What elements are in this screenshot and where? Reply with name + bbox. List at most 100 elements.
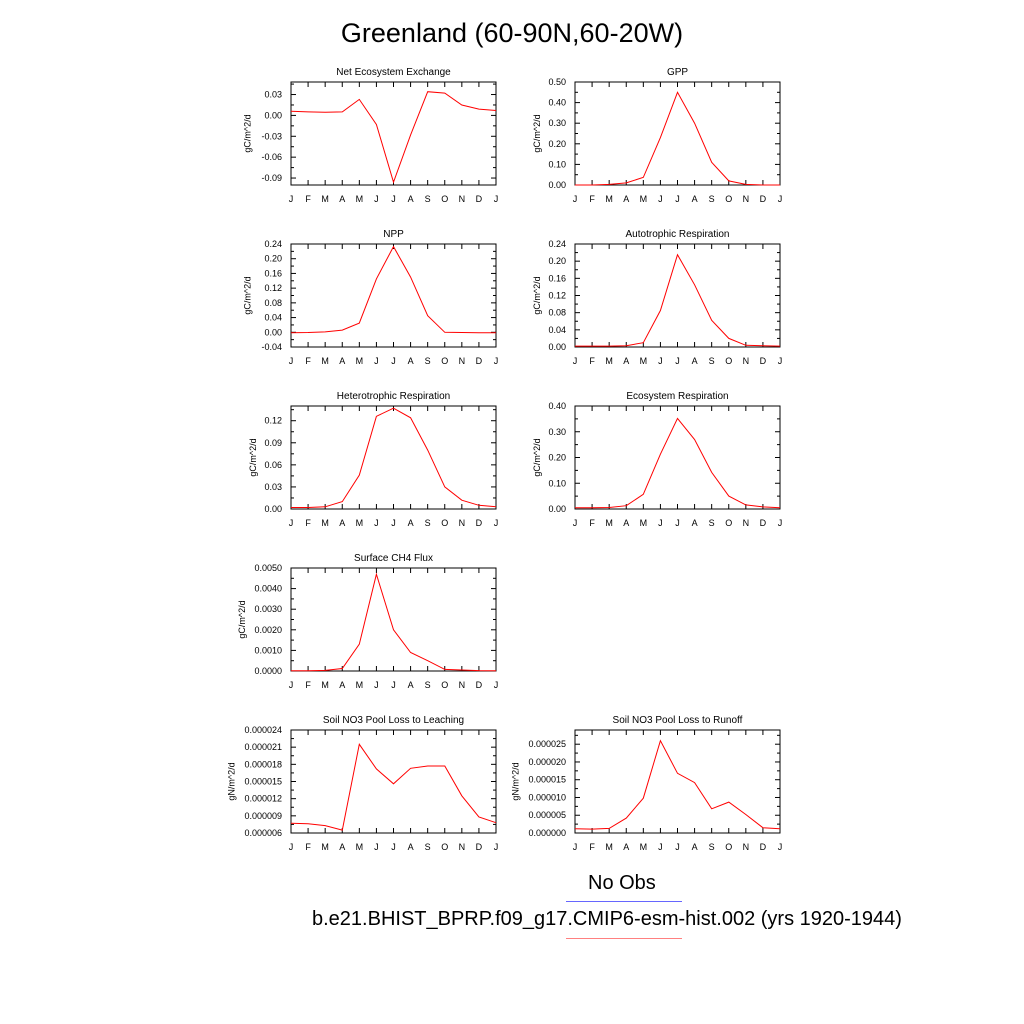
x-tick-label: F: [589, 356, 595, 366]
y-axis-label: gN/m^2/d: [511, 762, 521, 800]
y-tick-label: 0.03: [264, 90, 282, 100]
x-tick-label: M: [356, 194, 364, 204]
y-tick-label: 0.0020: [254, 625, 282, 635]
y-tick-label: 0.000009: [244, 811, 282, 821]
panel-title: Soil NO3 Pool Loss to Runoff: [613, 715, 743, 726]
x-tick-label: A: [623, 518, 629, 528]
x-tick-label: O: [725, 194, 732, 204]
x-tick-label: J: [494, 680, 499, 690]
y-tick-label: -0.09: [261, 173, 282, 183]
x-tick-label: F: [305, 842, 311, 852]
x-tick-label: J: [778, 842, 783, 852]
y-tick-label: 0.000000: [528, 828, 566, 838]
x-tick-label: A: [623, 356, 629, 366]
y-axis-label: gN/m^2/d: [227, 762, 237, 800]
y-tick-label: 0.000012: [244, 794, 282, 804]
x-tick-label: F: [305, 356, 311, 366]
x-tick-label: J: [289, 842, 294, 852]
x-tick-label: O: [725, 518, 732, 528]
y-tick-label: 0.20: [264, 254, 282, 264]
legend-model-line: [566, 938, 682, 939]
x-tick-label: J: [658, 194, 663, 204]
x-tick-label: O: [441, 680, 448, 690]
y-tick-label: 0.12: [548, 291, 566, 301]
y-axis-label: gC/m^2/d: [532, 438, 542, 476]
series-line: [290, 743, 497, 831]
y-tick-label: 0.000024: [244, 725, 282, 735]
panel-title: Heterotrophic Respiration: [337, 391, 450, 402]
x-tick-label: J: [374, 194, 379, 204]
y-tick-label: 0.000005: [528, 810, 566, 820]
panel-0: J F M A M J J A S O N D J-0.09-0.06-0.030.000.03Net …: [243, 67, 499, 204]
x-tick-label: J: [573, 194, 578, 204]
y-tick-label: 0.00: [548, 342, 566, 352]
x-tick-label: J: [391, 680, 396, 690]
x-tick-label: S: [425, 842, 431, 852]
series-line: [291, 407, 497, 508]
y-tick-label: 0.24: [264, 239, 282, 249]
y-tick-label: 0.12: [264, 416, 282, 426]
y-tick-label: 0.0030: [254, 604, 282, 614]
series-line: [574, 739, 781, 830]
x-tick-label: M: [356, 680, 364, 690]
x-tick-label: N: [459, 680, 466, 690]
y-tick-label: 0.40: [548, 401, 566, 411]
x-tick-label: J: [374, 356, 379, 366]
plot-frame: [290, 81, 497, 186]
y-tick-label: 0.0010: [254, 645, 282, 655]
series-line: [575, 253, 781, 347]
x-tick-label: F: [589, 518, 595, 528]
y-tick-label: 0.04: [264, 313, 282, 323]
x-tick-label: J: [675, 842, 680, 852]
x-tick-label: J: [391, 194, 396, 204]
x-tick-label: M: [640, 194, 648, 204]
y-tick-label: 0.50: [548, 77, 566, 87]
y-tick-label: 0.0050: [254, 563, 282, 573]
legend-obs-line: [566, 901, 682, 902]
y-tick-label: 0.10: [548, 478, 566, 488]
x-tick-label: J: [778, 194, 783, 204]
y-axis-label: gC/m^2/d: [248, 438, 258, 476]
x-tick-label: D: [760, 194, 767, 204]
y-tick-label: 0.0040: [254, 584, 282, 594]
y-tick-label: 0.04: [548, 325, 566, 335]
page-title: Greenland (60-90N,60-20W): [340, 18, 684, 48]
x-tick-label: D: [476, 842, 483, 852]
y-tick-label: 0.06: [264, 460, 282, 470]
x-tick-label: J: [289, 356, 294, 366]
panel-title: Ecosystem Respiration: [626, 391, 728, 402]
y-tick-label: -0.04: [261, 342, 282, 352]
y-tick-label: -0.06: [261, 152, 282, 162]
y-tick-label: 0.000015: [244, 777, 282, 787]
x-tick-label: N: [459, 356, 466, 366]
y-tick-label: 0.00: [548, 180, 566, 190]
x-tick-label: D: [476, 680, 483, 690]
plot-frame: [574, 81, 781, 186]
x-tick-label: J: [374, 680, 379, 690]
panel-title: Net Ecosystem Exchange: [336, 67, 451, 78]
x-tick-label: A: [339, 842, 345, 852]
plot-frame: [290, 729, 497, 834]
series-line: [290, 245, 496, 334]
x-tick-label: N: [743, 518, 750, 528]
x-tick-label: D: [476, 194, 483, 204]
x-tick-label: A: [339, 356, 345, 366]
x-tick-label: A: [692, 518, 698, 528]
x-tick-label: J: [658, 356, 663, 366]
panel-title: Soil NO3 Pool Loss to Leaching: [323, 715, 464, 726]
x-tick-label: O: [725, 356, 732, 366]
panel-3: J F M A M J J A S O N D J0.000.040.080.120.160.200.2…: [532, 229, 782, 366]
x-tick-label: S: [709, 518, 715, 528]
panel-4: J F M A M J J A S O N D J0.000.030.060.090.12Heterot…: [248, 391, 498, 528]
x-tick-label: J: [391, 356, 396, 366]
x-tick-label: M: [321, 680, 329, 690]
panel-title: Surface CH4 Flux: [354, 553, 433, 564]
x-tick-label: A: [623, 842, 629, 852]
x-tick-label: F: [589, 194, 595, 204]
panel-5: J F M A M J J A S O N D J0.000.100.200.300.40Ecosyst…: [532, 391, 782, 528]
y-tick-label: 0.08: [264, 298, 282, 308]
series-line: [575, 91, 780, 186]
plot-frame: [574, 405, 781, 510]
y-tick-label: 0.30: [548, 427, 566, 437]
